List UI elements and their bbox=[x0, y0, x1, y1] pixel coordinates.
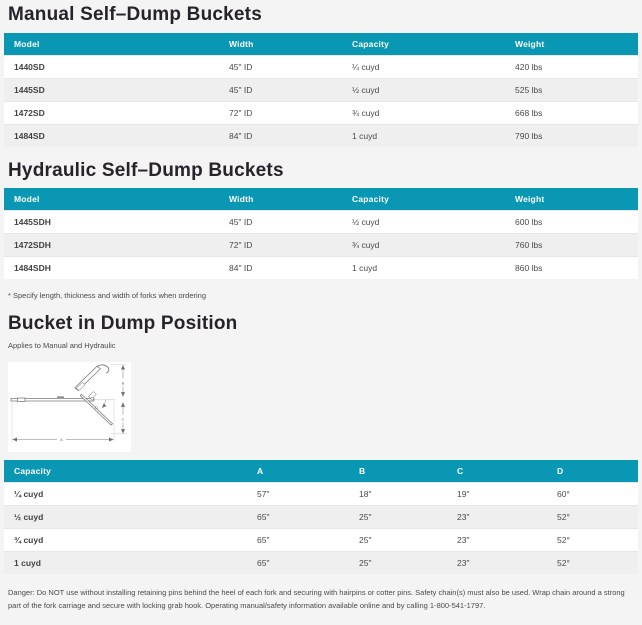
bucket-dump-diagram-drawing: B C D A bbox=[8, 362, 131, 452]
cell-model: 1445SD bbox=[4, 78, 219, 102]
column-header-a: A bbox=[247, 460, 349, 483]
cell-capacity: 1 cuyd bbox=[342, 124, 505, 147]
cell-capacity: 1 cuyd bbox=[4, 551, 247, 574]
dim-label-a: A bbox=[60, 437, 63, 442]
table-row: 1445SDH 45" ID ½ cuyd 600 lbs bbox=[4, 210, 638, 234]
cell-model: 1472SD bbox=[4, 101, 219, 125]
table-header-row: Capacity A B C D bbox=[4, 460, 638, 483]
cell-width: 45" ID bbox=[219, 78, 342, 102]
cell-weight: 760 lbs bbox=[505, 233, 638, 257]
table-row: 1484SD 84" ID 1 cuyd 790 lbs bbox=[4, 124, 638, 147]
column-header-capacity: Capacity bbox=[342, 188, 505, 211]
cell-weight: 525 lbs bbox=[505, 78, 638, 102]
dim-label-c: C bbox=[122, 417, 125, 422]
cell-d: 52° bbox=[547, 528, 638, 552]
dump-dimensions-table: Capacity A B C D ¼ cuyd 57" 18" 19" 60° … bbox=[4, 460, 638, 574]
cell-width: 84" ID bbox=[219, 256, 342, 279]
hydraulic-buckets-table: Model Width Capacity Weight 1445SDH 45" … bbox=[4, 188, 638, 279]
dump-section-subtitle: Applies to Manual and Hydraulic bbox=[8, 341, 116, 350]
cell-model: 1472SDH bbox=[4, 233, 219, 257]
cell-c: 23" bbox=[447, 551, 547, 574]
table-row: ¾ cuyd 65" 25" 23" 52° bbox=[4, 528, 638, 552]
column-header-width: Width bbox=[219, 188, 342, 211]
cell-capacity: ¼ cuyd bbox=[342, 55, 505, 79]
cell-width: 45" ID bbox=[219, 210, 342, 234]
cell-b: 25" bbox=[349, 551, 447, 574]
table-row: 1 cuyd 65" 25" 23" 52° bbox=[4, 551, 638, 574]
hydraulic-section-title: Hydraulic Self–Dump Buckets bbox=[8, 160, 284, 181]
dimension-d-arc bbox=[101, 399, 107, 408]
cell-width: 72" ID bbox=[219, 101, 342, 125]
cell-c: 23" bbox=[447, 528, 547, 552]
manual-buckets-table: Model Width Capacity Weight 1440SD 45" I… bbox=[4, 33, 638, 147]
table-header-row: Model Width Capacity Weight bbox=[4, 33, 638, 56]
cell-capacity: 1 cuyd bbox=[342, 256, 505, 279]
dim-label-b: B bbox=[122, 381, 125, 386]
dim-label-d: D bbox=[95, 405, 98, 410]
cell-capacity: ¼ cuyd bbox=[4, 482, 247, 506]
cell-a: 65" bbox=[247, 551, 349, 574]
cell-model: 1440SD bbox=[4, 55, 219, 79]
cell-model: 1484SD bbox=[4, 124, 219, 147]
cell-capacity: ¾ cuyd bbox=[342, 233, 505, 257]
cell-c: 19" bbox=[447, 482, 547, 506]
table-row: 1445SD 45" ID ½ cuyd 525 lbs bbox=[4, 78, 638, 102]
dump-section-title: Bucket in Dump Position bbox=[8, 313, 238, 334]
cell-c: 23" bbox=[447, 505, 547, 529]
column-header-d: D bbox=[547, 460, 638, 483]
column-header-b: B bbox=[349, 460, 447, 483]
cell-d: 52° bbox=[547, 505, 638, 529]
dump-position-section: Bucket in Dump Position Applies to Manua… bbox=[0, 313, 642, 574]
cell-weight: 600 lbs bbox=[505, 210, 638, 234]
fork-ordering-note: * Specify length, thickness and width of… bbox=[8, 291, 207, 300]
cell-d: 52° bbox=[547, 551, 638, 574]
column-header-c: C bbox=[447, 460, 547, 483]
cell-a: 65" bbox=[247, 505, 349, 529]
cell-model: 1484SDH bbox=[4, 256, 219, 279]
bucket-dump-diagram: B C D A bbox=[8, 362, 131, 452]
cell-weight: 860 lbs bbox=[505, 256, 638, 279]
hydraulic-section: Hydraulic Self–Dump Buckets Model Width … bbox=[0, 160, 642, 301]
cell-weight: 790 lbs bbox=[505, 124, 638, 147]
column-header-model: Model bbox=[4, 33, 219, 56]
column-header-capacity: Capacity bbox=[4, 460, 247, 483]
manual-section-title: Manual Self–Dump Buckets bbox=[8, 4, 262, 25]
cell-weight: 420 lbs bbox=[505, 55, 638, 79]
cell-capacity: ½ cuyd bbox=[342, 210, 505, 234]
column-header-capacity: Capacity bbox=[342, 33, 505, 56]
table-row: 1472SD 72" ID ¾ cuyd 668 lbs bbox=[4, 101, 638, 125]
cell-b: 25" bbox=[349, 528, 447, 552]
manual-section: Manual Self–Dump Buckets Model Width Cap… bbox=[0, 4, 642, 147]
table-row: 1484SDH 84" ID 1 cuyd 860 lbs bbox=[4, 256, 638, 279]
column-header-model: Model bbox=[4, 188, 219, 211]
cell-d: 60° bbox=[547, 482, 638, 506]
cell-capacity: ¾ cuyd bbox=[342, 101, 505, 125]
table-row: ½ cuyd 65" 25" 23" 52° bbox=[4, 505, 638, 529]
table-row: 1472SDH 72" ID ¾ cuyd 760 lbs bbox=[4, 233, 638, 257]
column-header-width: Width bbox=[219, 33, 342, 56]
cell-b: 18" bbox=[349, 482, 447, 506]
table-row: 1440SD 45" ID ¼ cuyd 420 lbs bbox=[4, 55, 638, 79]
cell-width: 45" ID bbox=[219, 55, 342, 79]
cell-width: 84" ID bbox=[219, 124, 342, 147]
bucket-shape bbox=[74, 364, 113, 426]
table-header-row: Model Width Capacity Weight bbox=[4, 188, 638, 211]
cell-a: 65" bbox=[247, 528, 349, 552]
fork-block bbox=[57, 396, 64, 399]
cell-a: 57" bbox=[247, 482, 349, 506]
danger-warning-text: Danger: Do NOT use without installing re… bbox=[8, 588, 625, 610]
column-header-weight: Weight bbox=[505, 33, 638, 56]
cell-capacity: ¾ cuyd bbox=[4, 528, 247, 552]
cell-capacity: ½ cuyd bbox=[4, 505, 247, 529]
cell-capacity: ½ cuyd bbox=[342, 78, 505, 102]
table-row: ¼ cuyd 57" 18" 19" 60° bbox=[4, 482, 638, 506]
column-header-weight: Weight bbox=[505, 188, 638, 211]
cell-width: 72" ID bbox=[219, 233, 342, 257]
fork-bar bbox=[10, 397, 95, 402]
cell-b: 25" bbox=[349, 505, 447, 529]
cell-weight: 668 lbs bbox=[505, 101, 638, 125]
cell-model: 1445SDH bbox=[4, 210, 219, 234]
